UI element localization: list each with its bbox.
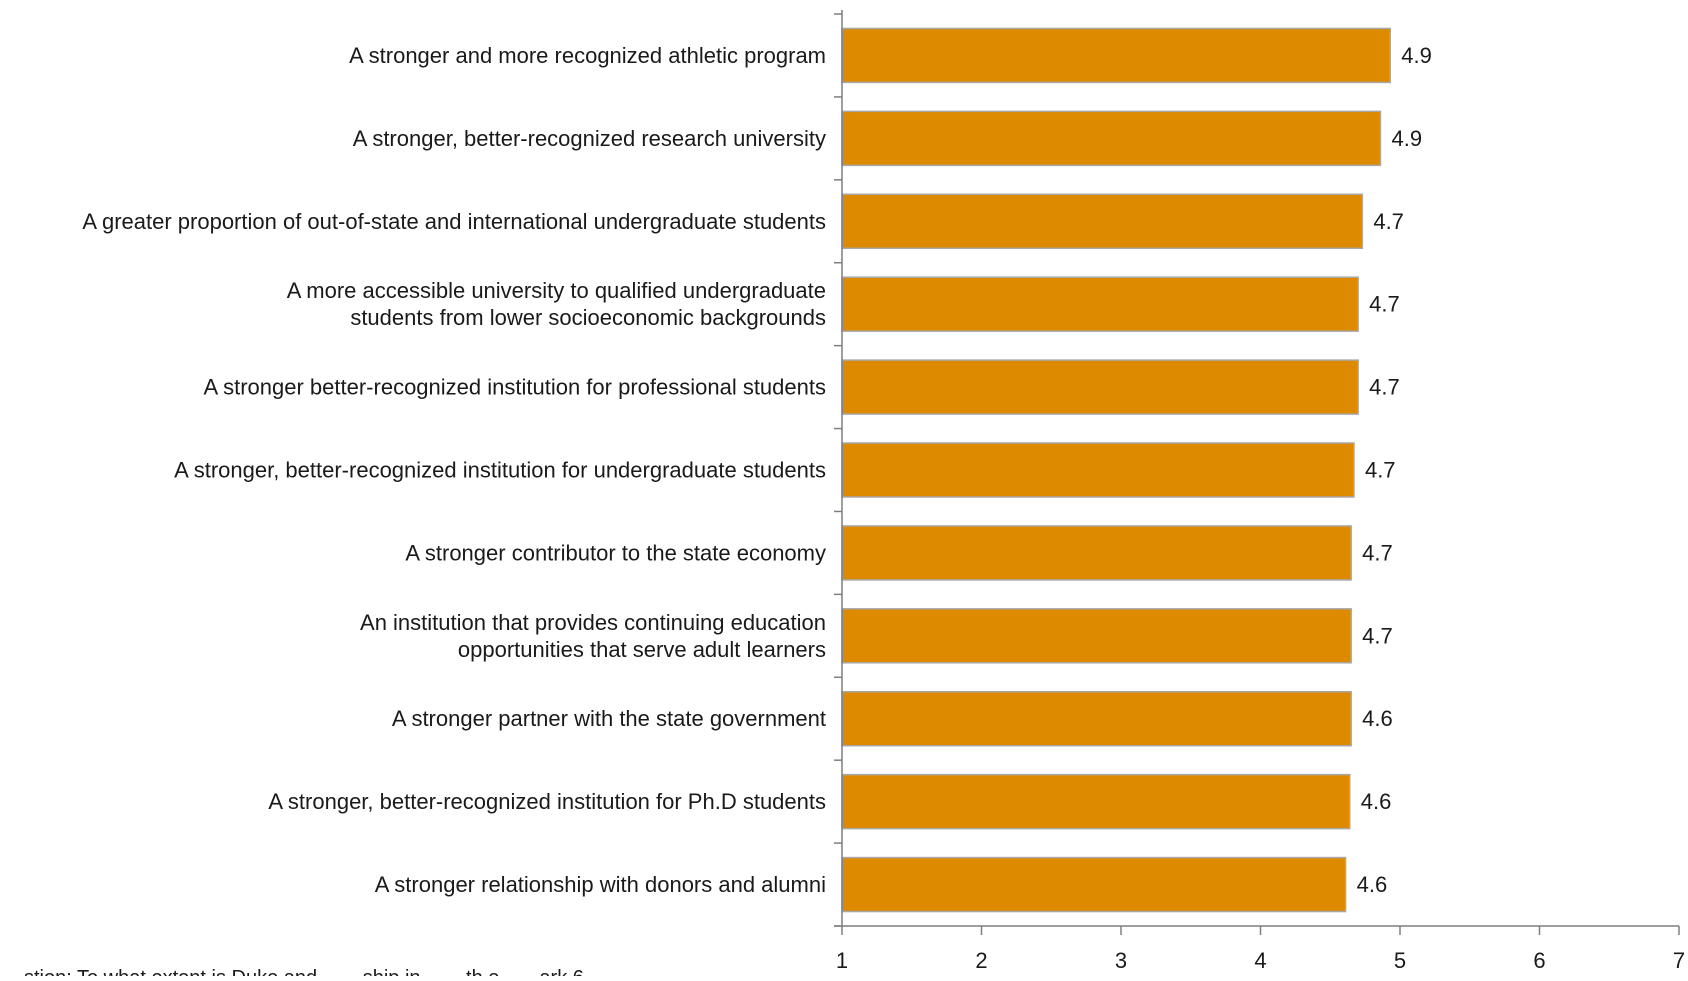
category-label-1: A stronger and more recognized athletic … [349, 43, 826, 68]
bar-6 [841, 442, 1355, 498]
bars-layer [841, 27, 1391, 913]
x-tick-label-1: 1 [836, 948, 848, 973]
category-label-2: A stronger, better-recognized research u… [353, 126, 826, 151]
value-label-3: 4.7 [1373, 209, 1404, 234]
category-label-8-line-2: opportunities that serve adult learners [458, 637, 826, 662]
bar-11 [841, 856, 1347, 913]
value-label-7: 4.7 [1362, 540, 1393, 565]
value-label-11: 4.6 [1357, 872, 1388, 897]
category-label-5: A stronger better-recognized institution… [204, 375, 826, 400]
category-label-3: A greater proportion of out-of-state and… [82, 209, 826, 234]
axes: 1 2 3 4 5 6 7 [834, 10, 1685, 973]
category-label-11: A stronger relationship with donors and … [375, 872, 826, 897]
bar-7 [841, 525, 1352, 581]
value-label-5: 4.7 [1369, 375, 1400, 400]
footnote: …stion: To what extent is Duke and ……shi… [4, 967, 604, 976]
value-label-6: 4.7 [1365, 458, 1396, 483]
bar-8 [841, 608, 1352, 664]
category-label-6: A stronger, better-recognized institutio… [174, 458, 826, 483]
category-label-7: A stronger contributor to the state econ… [405, 540, 826, 565]
value-label-8: 4.7 [1362, 623, 1393, 648]
bar-4 [841, 276, 1359, 332]
category-label-4-line-1: A more accessible university to qualifie… [287, 278, 826, 303]
category-label-10: A stronger, better-recognized institutio… [268, 789, 826, 814]
value-label-1: 4.9 [1401, 43, 1432, 68]
x-tick-label-6: 6 [1533, 948, 1545, 973]
value-label-9: 4.6 [1362, 706, 1393, 731]
bar-3 [841, 193, 1364, 250]
category-label-8-line-1: An institution that provides continuing … [360, 610, 826, 635]
x-tick-label-5: 5 [1394, 948, 1406, 973]
x-tick-label-4: 4 [1254, 948, 1266, 973]
category-labels: A stronger and more recognized athletic … [82, 43, 826, 897]
value-label-2: 4.9 [1391, 126, 1422, 151]
category-label-4-line-2: students from lower socioeconomic backgr… [350, 305, 826, 330]
value-label-4: 4.7 [1369, 292, 1400, 317]
bar-10 [841, 773, 1351, 830]
bar-5 [841, 359, 1359, 415]
x-tick-label-7: 7 [1673, 948, 1685, 973]
x-tick-label-3: 3 [1115, 948, 1127, 973]
value-label-10: 4.6 [1361, 789, 1392, 814]
bar-9 [841, 690, 1352, 747]
x-tick-label-2: 2 [975, 948, 987, 973]
category-label-9: A stronger partner with the state govern… [392, 706, 826, 731]
value-labels: 4.9 4.9 4.7 4.7 4.7 4.7 4.7 4.7 4.6 4.6 4.6 [1357, 43, 1432, 897]
bar-2 [841, 110, 1382, 167]
bar-1 [841, 27, 1391, 84]
